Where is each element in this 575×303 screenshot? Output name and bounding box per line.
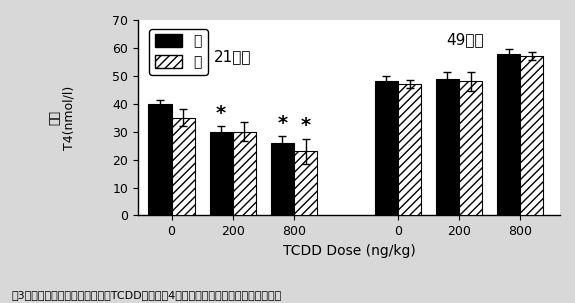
- Bar: [459, 82, 482, 215]
- Bar: [271, 143, 294, 215]
- Text: 21日齢: 21日齢: [214, 49, 251, 64]
- Bar: [497, 54, 520, 215]
- Bar: [294, 151, 317, 215]
- Bar: [375, 82, 398, 215]
- Bar: [436, 78, 459, 215]
- Bar: [148, 104, 171, 215]
- Text: 血清
T4(nmol/l): 血清 T4(nmol/l): [48, 85, 76, 150]
- Text: 49日齢: 49日齢: [446, 32, 484, 47]
- Text: *: *: [277, 114, 288, 132]
- Text: *: *: [216, 104, 226, 123]
- Bar: [520, 56, 543, 215]
- Text: 図3　姊娠中及び授乳中の低容量TCDD暴露が仙4ラット甲状腺ホルモンに及ぼす影響: 図3 姊娠中及び授乳中の低容量TCDD暴露が仙4ラット甲状腺ホルモンに及ぼす影響: [12, 290, 282, 300]
- Legend: 雄, 雌: 雄, 雌: [149, 29, 208, 75]
- Bar: [233, 132, 256, 215]
- Bar: [209, 132, 233, 215]
- Bar: [171, 118, 195, 215]
- Text: *: *: [301, 116, 311, 135]
- Bar: [398, 84, 421, 215]
- X-axis label: TCDD Dose (ng/kg): TCDD Dose (ng/kg): [282, 244, 415, 258]
